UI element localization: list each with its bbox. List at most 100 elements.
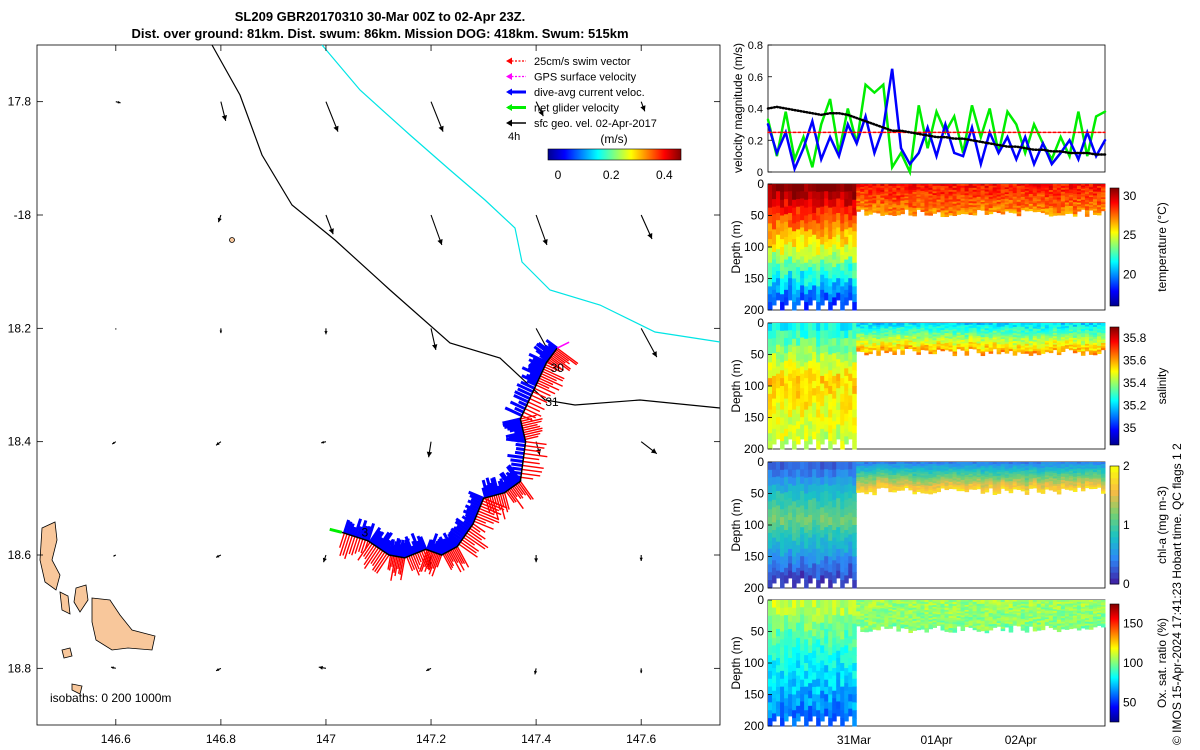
section-cell — [848, 220, 853, 228]
section-cell — [1036, 480, 1042, 484]
section-cell — [804, 302, 809, 311]
section-cell — [808, 668, 813, 677]
section-cell — [1068, 323, 1074, 326]
section-cell — [976, 473, 982, 476]
section-cell — [864, 193, 869, 197]
section-cell — [968, 184, 974, 187]
section-cell — [876, 600, 881, 603]
section-cell — [980, 337, 986, 340]
section-cell — [1088, 336, 1094, 340]
section-cell — [1072, 184, 1078, 187]
section-cell — [800, 388, 805, 396]
section-cell — [888, 471, 893, 474]
section-cell — [860, 185, 865, 188]
section-cell — [812, 657, 817, 666]
section-cell — [1052, 334, 1058, 337]
section-cell — [1076, 468, 1082, 471]
section-cell — [976, 345, 982, 348]
section-cell — [868, 600, 873, 603]
section-cell — [896, 465, 901, 468]
section-cell — [904, 327, 909, 330]
section-cell — [940, 214, 946, 218]
section-cell — [1036, 194, 1042, 197]
section-cell — [796, 184, 801, 193]
section-cell — [772, 289, 777, 298]
section-cell — [812, 563, 817, 572]
swim-vector — [537, 379, 560, 391]
section-cell — [936, 469, 942, 472]
depth-axis-label: Depth (m) — [729, 498, 743, 551]
section-cell — [852, 207, 857, 216]
section-cell — [1080, 341, 1086, 344]
section-cell — [1016, 467, 1022, 470]
section-cell — [904, 190, 909, 193]
section-cell — [768, 686, 773, 695]
section-cell — [928, 349, 933, 353]
section-cell — [928, 342, 933, 345]
section-cell — [828, 548, 833, 557]
section-cell — [1020, 204, 1026, 208]
section-cell — [1068, 198, 1074, 201]
section-cell — [1060, 326, 1066, 329]
section-cell — [992, 343, 998, 347]
swim-vector — [475, 515, 494, 525]
section-cell — [808, 191, 813, 200]
swim-vector — [473, 520, 494, 530]
section-cell — [1000, 184, 1006, 187]
section-cell — [864, 336, 869, 340]
section-cell — [968, 203, 974, 206]
section-cell — [812, 708, 817, 717]
section-cell — [924, 341, 929, 344]
section-cell — [876, 353, 881, 356]
section-cell — [816, 525, 821, 534]
section-cell — [1036, 208, 1042, 211]
section-cell — [1068, 209, 1074, 212]
section-cell — [1008, 205, 1014, 208]
section-cell — [996, 351, 1002, 355]
section-cell — [956, 189, 962, 193]
section-cell — [928, 328, 933, 332]
section-cell — [952, 470, 958, 473]
current-vector — [427, 539, 435, 551]
section-cell — [808, 274, 813, 283]
swim-vector — [406, 556, 414, 572]
section-cell — [864, 207, 869, 210]
section-cell — [1012, 345, 1018, 348]
section-cell — [1080, 351, 1086, 354]
section-cell — [768, 433, 773, 442]
section-cell — [1088, 473, 1094, 476]
section-cell — [976, 468, 982, 471]
section-cell — [844, 660, 849, 669]
section-cell — [1096, 476, 1102, 479]
section-cell — [768, 600, 773, 609]
section-cell — [1060, 187, 1066, 191]
section-cell — [812, 234, 817, 243]
section-cell — [876, 603, 881, 607]
section-cell — [876, 351, 881, 354]
section-cell — [1048, 470, 1054, 473]
section-cell — [1076, 342, 1082, 345]
section-cell — [804, 247, 809, 256]
section-cell — [976, 336, 982, 339]
section-cell — [988, 462, 994, 465]
section-cell — [928, 487, 933, 491]
section-cell — [1092, 212, 1098, 215]
section-cell — [796, 421, 801, 430]
section-cell — [944, 348, 950, 351]
section-cell — [980, 202, 986, 205]
section-cell — [992, 334, 998, 337]
section-cell — [1032, 347, 1038, 350]
swim-vector — [521, 472, 541, 477]
section-cell — [1068, 334, 1074, 337]
section-cell — [1072, 198, 1078, 201]
section-cell — [880, 341, 885, 344]
section-cell — [1044, 210, 1050, 213]
swim-vector — [455, 547, 466, 564]
section-cell — [1036, 488, 1042, 491]
section-cell — [820, 289, 825, 298]
section-cell — [876, 611, 881, 614]
section-cell — [920, 475, 925, 478]
section-cell — [1004, 202, 1010, 205]
section-cell — [1016, 350, 1022, 353]
section-cell — [792, 647, 797, 656]
